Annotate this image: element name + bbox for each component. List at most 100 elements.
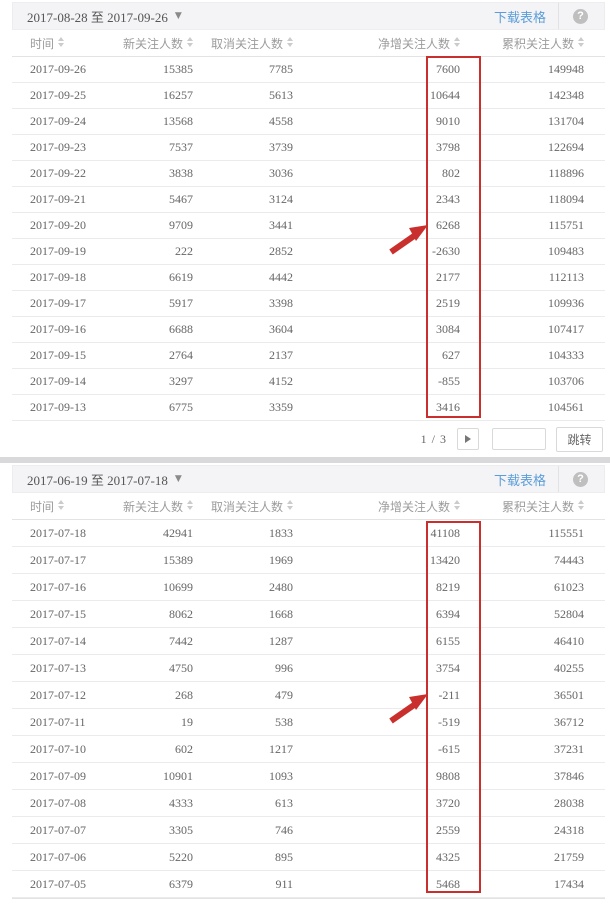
- date-cell: 2017-09-22: [30, 166, 86, 180]
- sort-icon[interactable]: [58, 37, 64, 47]
- value-cell: 3754: [436, 660, 460, 675]
- table-header-row: 时间 新关注人数 取消关注人数 净增关注人数 累积关注人数: [12, 493, 605, 520]
- table-row: 2017-09-21 5467 3124 2343 118094: [12, 187, 605, 213]
- jump-button[interactable]: 跳转: [556, 426, 603, 452]
- date-cell: 2017-07-08: [30, 795, 86, 810]
- value-cell: 3398: [269, 296, 293, 310]
- table-row: 2017-09-26 15385 7785 7600 149948: [12, 57, 605, 83]
- date-range-bar: 2017-06-19 至 2017-07-18 ▼ 下载表格 ?: [12, 465, 605, 493]
- date-cell: 2017-09-24: [30, 114, 86, 128]
- value-cell: 61023: [554, 579, 584, 594]
- value-cell: 4558: [269, 114, 293, 128]
- value-cell: 36501: [554, 687, 584, 702]
- column-header-time[interactable]: 时间: [12, 35, 112, 52]
- column-header-unfollowers[interactable]: 取消关注人数: [193, 498, 293, 515]
- table-body: 2017-07-18 42941 1833 41108 115551 2017-07-17…: [12, 520, 605, 898]
- topbar-actions: 下载表格 ?: [494, 466, 596, 492]
- value-cell: 3124: [269, 192, 293, 206]
- download-table-link[interactable]: 下载表格: [493, 9, 546, 25]
- value-cell: 109483: [548, 244, 584, 258]
- value-cell: 2852: [269, 244, 293, 258]
- date-cell: 2017-09-23: [30, 140, 86, 154]
- value-cell: 602: [175, 741, 193, 756]
- date-range-selector[interactable]: 2017-08-28 至 2017-09-26 ▼: [27, 7, 182, 26]
- value-cell: 115751: [548, 218, 584, 232]
- value-cell: 613: [275, 795, 293, 810]
- value-cell: 7785: [269, 62, 293, 76]
- table-row: 2017-07-05 6379 911 5468 17434: [12, 871, 605, 898]
- sort-icon[interactable]: [578, 500, 584, 510]
- value-cell: 118896: [548, 166, 584, 180]
- value-cell: 52804: [554, 606, 584, 621]
- value-cell: -615: [438, 741, 460, 756]
- sort-icon[interactable]: [454, 500, 460, 510]
- date-cell: 2017-07-17: [30, 552, 86, 567]
- value-cell: 1217: [269, 741, 293, 756]
- column-header-net-followers[interactable]: 净增关注人数: [293, 35, 465, 52]
- value-cell: 746: [275, 822, 293, 837]
- table-row: 2017-09-17 5917 3398 2519 109936: [12, 291, 605, 317]
- date-cell: 2017-09-26: [30, 62, 86, 76]
- date-cell: 2017-07-13: [30, 660, 86, 675]
- value-cell: 996: [275, 660, 293, 675]
- table-row: 2017-07-10 602 1217 -615 37231: [12, 736, 605, 763]
- column-header-new-followers[interactable]: 新关注人数: [112, 35, 193, 52]
- help-icon[interactable]: ?: [573, 471, 588, 487]
- date-range-selector[interactable]: 2017-06-19 至 2017-07-18 ▼: [27, 470, 182, 489]
- date-cell: 2017-07-15: [30, 606, 86, 621]
- value-cell: 13568: [163, 114, 193, 128]
- value-cell: 21759: [554, 849, 584, 864]
- value-cell: 4750: [169, 660, 193, 675]
- page-number-input[interactable]: [492, 428, 546, 450]
- value-cell: 104561: [548, 400, 584, 414]
- column-label: 时间: [30, 36, 55, 51]
- table-row: 2017-07-17 15389 1969 13420 74443: [12, 547, 605, 574]
- value-cell: 6268: [436, 218, 460, 232]
- date-cell: 2017-09-20: [30, 218, 86, 232]
- table-row: 2017-07-12 268 479 -211 36501: [12, 682, 605, 709]
- column-header-net-followers[interactable]: 净增关注人数: [293, 498, 465, 515]
- date-range-label: 2017-06-19 至 2017-07-18: [27, 472, 168, 488]
- download-table-link[interactable]: 下载表格: [493, 472, 546, 488]
- topbar-actions: 下载表格 ?: [494, 3, 596, 29]
- value-cell: 15385: [163, 62, 193, 76]
- table-row: 2017-09-18 6619 4442 2177 112113: [12, 265, 605, 291]
- table-row: 2017-09-15 2764 2137 627 104333: [12, 343, 605, 369]
- value-cell: 6775: [169, 400, 193, 414]
- column-label: 净增关注人数: [377, 36, 450, 51]
- next-page-button[interactable]: [457, 428, 479, 450]
- value-cell: 131704: [548, 114, 584, 128]
- sort-icon[interactable]: [58, 500, 64, 510]
- date-range-label: 2017-08-28 至 2017-09-26: [27, 9, 168, 25]
- pagination-bar: 1 / 3 跳转: [12, 421, 605, 457]
- value-cell: 115551: [548, 525, 584, 540]
- sort-icon[interactable]: [578, 37, 584, 47]
- value-cell: 37846: [554, 768, 584, 783]
- value-cell: 1969: [269, 552, 293, 567]
- column-label: 新关注人数: [122, 499, 183, 514]
- value-cell: 538: [275, 714, 293, 729]
- table-row: 2017-07-08 4333 613 3720 28038: [12, 790, 605, 817]
- value-cell: 10901: [163, 768, 193, 783]
- table-row: 2017-09-20 9709 3441 6268 115751: [12, 213, 605, 239]
- value-cell: 122694: [548, 140, 584, 154]
- section-divider: [0, 457, 610, 463]
- value-cell: 6619: [169, 270, 193, 284]
- sort-icon[interactable]: [454, 37, 460, 47]
- date-cell: 2017-09-21: [30, 192, 86, 206]
- vertical-divider: [558, 3, 559, 29]
- value-cell: 107417: [548, 322, 584, 336]
- value-cell: 3359: [269, 400, 293, 414]
- value-cell: 149948: [548, 62, 584, 76]
- column-header-total-followers[interactable]: 累积关注人数: [465, 498, 605, 515]
- column-header-new-followers[interactable]: 新关注人数: [112, 498, 193, 515]
- column-header-unfollowers[interactable]: 取消关注人数: [193, 35, 293, 52]
- value-cell: 8062: [169, 606, 193, 621]
- help-icon[interactable]: ?: [573, 8, 588, 24]
- value-cell: 9808: [436, 768, 460, 783]
- column-header-total-followers[interactable]: 累积关注人数: [465, 35, 605, 52]
- column-header-time[interactable]: 时间: [12, 498, 112, 515]
- value-cell: 42941: [163, 525, 193, 540]
- value-cell: 2343: [436, 192, 460, 206]
- date-cell: 2017-09-17: [30, 296, 86, 310]
